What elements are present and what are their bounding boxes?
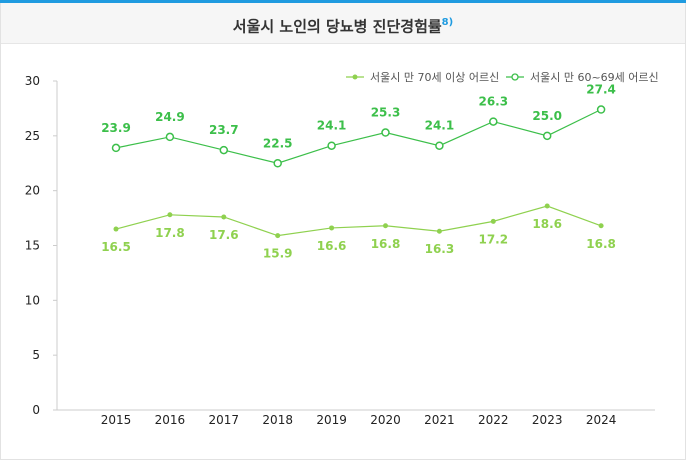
- y-tick-label: 15: [25, 239, 40, 253]
- x-tick-label: 2023: [532, 413, 563, 427]
- data-point: [598, 223, 604, 229]
- x-tick-label: 2015: [101, 413, 132, 427]
- data-point: [275, 233, 281, 239]
- data-label: 22.5: [263, 136, 293, 150]
- x-tick-label: 2017: [209, 413, 240, 427]
- data-point: [383, 223, 388, 229]
- legend-label: 서울시 만 60~69세 어르신: [530, 71, 659, 84]
- data-label: 16.8: [586, 237, 616, 251]
- y-tick-label: 25: [25, 129, 40, 143]
- footnote-ref[interactable]: 8): [441, 17, 454, 28]
- data-point: [381, 128, 390, 137]
- data-label: 27.4: [586, 83, 616, 97]
- data-label: 17.6: [209, 228, 239, 242]
- x-tick-label: 2020: [370, 413, 401, 427]
- x-tick-label: 2022: [478, 413, 509, 427]
- chart-title: 서울시 노인의 당뇨병 진단경험률: [232, 17, 442, 36]
- data-label: 15.9: [263, 247, 293, 261]
- data-point: [544, 203, 550, 209]
- x-tick-label: 2021: [424, 413, 455, 427]
- y-tick-label: 30: [25, 74, 40, 88]
- data-point: [490, 218, 496, 224]
- x-tick-label: 2019: [316, 413, 347, 427]
- y-tick-label: 20: [25, 184, 40, 198]
- data-point: [436, 228, 442, 234]
- chart-header: 서울시 노인의 당뇨병 진단경험률8): [1, 3, 685, 44]
- data-point: [596, 105, 606, 114]
- data-label: 25.3: [371, 106, 401, 120]
- data-point: [273, 159, 282, 168]
- data-point: [113, 226, 119, 232]
- series-line: [115, 108, 602, 164]
- legend-marker-filled-icon: [352, 74, 358, 80]
- legend-label: 서울시 만 70세 이상 어르신: [370, 71, 499, 84]
- data-label: 17.8: [155, 226, 185, 240]
- x-tick-label: 2018: [262, 413, 293, 427]
- data-label: 25.0: [532, 109, 562, 123]
- y-tick-label: 0: [32, 403, 40, 417]
- data-point: [165, 132, 175, 142]
- data-label: 23.7: [209, 123, 239, 137]
- data-point: [435, 141, 444, 150]
- data-label: 26.3: [478, 95, 508, 109]
- data-point: [489, 117, 498, 126]
- data-label: 24.1: [317, 119, 347, 133]
- data-label: 16.5: [101, 240, 131, 254]
- data-point: [542, 131, 552, 141]
- top-accent-bar: [0, 0, 686, 3]
- x-tick-label: 2016: [155, 413, 186, 427]
- data-label: 23.9: [101, 121, 131, 135]
- data-label: 17.2: [478, 232, 508, 246]
- data-point: [329, 225, 335, 231]
- data-label: 24.1: [425, 119, 455, 133]
- legend-marker-open-icon: [511, 73, 519, 81]
- data-label: 16.3: [425, 242, 455, 256]
- data-point: [327, 141, 336, 150]
- y-tick-label: 5: [32, 348, 40, 362]
- data-label: 16.6: [317, 239, 347, 253]
- data-label: 24.9: [155, 110, 185, 124]
- data-label: 18.6: [532, 217, 562, 231]
- data-point: [221, 214, 227, 220]
- data-point: [167, 212, 173, 218]
- data-point: [111, 143, 121, 153]
- data-label: 16.8: [371, 237, 401, 251]
- x-tick-label: 2024: [586, 413, 617, 427]
- y-tick-label: 10: [25, 293, 40, 307]
- series-line: [115, 205, 602, 237]
- data-point: [219, 145, 229, 155]
